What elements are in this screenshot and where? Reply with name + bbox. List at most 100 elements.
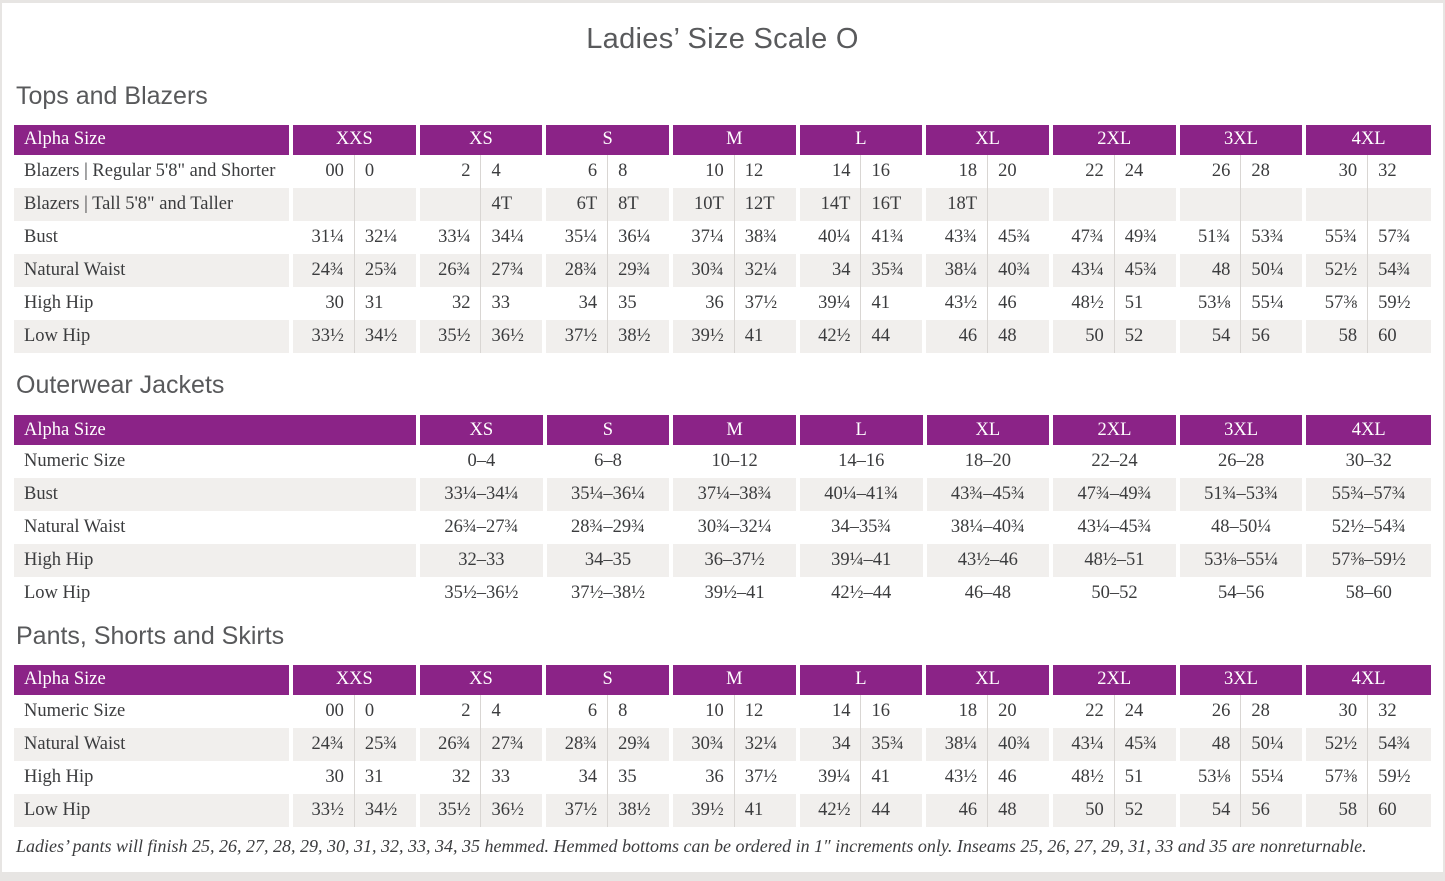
size-value-cell: 53¾ [1240,220,1305,254]
size-value-cell: 58 [1302,793,1368,827]
size-value-cell: 41¾ [860,220,925,254]
size-value-cell: 48½–51 [1049,544,1178,577]
size-value-cell [987,187,1051,221]
row-label: Bust [24,226,58,247]
table-row: Natural Waist 26¾–27¾ 28¾–29¾ 30¾–32¼ 34–35¾… [14,511,1431,544]
size-value-cell: 29¾ [607,727,671,761]
row-label: Blazers | Regular 5'8" and Shorter [24,160,276,181]
size-value-cell: 30 [288,760,355,794]
size-column-header-xl: XL [922,664,1051,695]
row-label: Low Hip [24,325,91,346]
section-pants-shorts-skirts: Pants, Shorts and Skirts Alpha Size XXS XS… [14,622,1431,827]
size-value-cell: 43¼ [1048,253,1115,287]
size-value-cell: 30¾ [668,253,735,287]
size-value-cell: 35½–36½ [416,577,545,610]
size-value-cell: 32 [415,286,481,320]
size-column-header-xxs: XXS [289,664,418,695]
size-value-cell: 48 [987,319,1051,353]
size-column-header-l: L [795,664,925,695]
size-value-cell: 37½ [542,793,608,827]
size-value-cell: 57⅜ [1302,760,1368,794]
size-value-cell: 28 [1240,694,1305,728]
size-value-cell: 51¾–53¾ [1175,478,1305,511]
section-title-tops-and-blazers: Tops and Blazers [16,82,208,110]
size-value-cell: 30¾ [668,727,735,761]
size-value-cell: 28¾ [542,727,608,761]
size-value-cell: 52½–54¾ [1302,511,1431,544]
size-value-cell: 30 [1302,154,1368,188]
size-value-cell: 53⅛ [1175,760,1241,794]
size-value-cell: 38¾ [733,220,798,254]
header-row: Alpha Size XXS XS S M L XL 2XL 3XL 4XL [14,664,1431,695]
size-value-cell: 44 [860,319,925,353]
size-value-cell: 35 [607,286,671,320]
section-outerwear-jackets: Outerwear Jackets Alpha Size XS S M L XL 2XL 3X… [14,371,1431,610]
size-value-cell: 33 [480,760,545,794]
size-value-cell: 39¼ [795,286,861,320]
size-value-cell: 52 [1113,793,1178,827]
size-value-cell: 14–16 [795,445,925,478]
size-value-cell: 22 [1048,694,1115,728]
size-value-cell: 49¾ [1113,220,1178,254]
size-value-cell: 34½ [353,319,418,353]
size-value-cell: 24¾ [288,253,355,287]
page-title: Ladies’ Size Scale O [586,23,859,55]
size-value-cell: 42½ [795,319,861,353]
size-value-cell: 54¾ [1367,727,1431,761]
size-value-cell: 8 [607,154,671,188]
size-value-cell [1175,187,1241,221]
size-value-cell: 35¼ [542,220,608,254]
size-value-cell: 36¼ [607,220,671,254]
row-label: High Hip [24,766,94,787]
size-value-cell: 37½ [733,286,798,320]
size-value-cell: 35¾ [860,727,925,761]
size-value-cell: 34 [795,253,861,287]
size-value-cell: 18–20 [922,445,1052,478]
table-row: Natural Waist 24¾ 25¾ 26¾ 27¾ 28¾ 29¾ 30¾ 32¼ 34 3… [14,253,1431,287]
size-value-cell: 33¼ [415,220,481,254]
size-value-cell: 40¾ [987,253,1051,287]
row-label: Blazers | Tall 5'8" and Taller [24,193,234,214]
table-row: Numeric Size 00 0 2 4 6 8 10 12 14 16 18 20 22 24 26 28 3… [14,694,1431,728]
size-value-cell: 14T [795,187,861,221]
size-value-cell: 38¼–40¾ [922,511,1052,544]
size-value-cell: 55¼ [1240,286,1305,320]
size-value-cell: 4 [480,694,545,728]
header-row: Alpha Size XS S M L XL 2XL 3XL 4XL [14,415,1431,445]
size-value-cell [288,187,355,221]
table-row: Blazers | Regular 5'8" and Shorter 00 0 2 4 6… [14,154,1431,188]
size-value-cell: 26¾ [415,253,481,287]
table-row: Low Hip 35½–36½ 37½–38½ 39½–41 42½–44 46–48 50… [14,577,1431,610]
section-title-pants-shorts-skirts: Pants, Shorts and Skirts [16,622,285,650]
alpha-size-header: Alpha Size [14,415,418,445]
size-value-cell: 28 [1240,154,1305,188]
size-value-cell: 55¾ [1302,220,1368,254]
size-value-cell: 10 [668,154,735,188]
size-value-cell: 31 [353,286,418,320]
size-value-cell: 59½ [1367,286,1431,320]
size-value-cell: 58–60 [1302,577,1431,610]
size-value-cell: 37½ [542,319,608,353]
footnote: Ladies’ pants will finish 25, 26, 27, 28… [16,835,1367,856]
size-value-cell: 45¾ [1113,727,1178,761]
size-value-cell: 47¾–49¾ [1049,478,1178,511]
size-value-cell: 50¼ [1240,727,1305,761]
size-value-cell: 34 [795,727,861,761]
size-value-cell: 40¼–41¾ [795,478,925,511]
size-value-cell: 55¾–57¾ [1302,478,1431,511]
size-value-cell: 37½–38½ [542,577,672,610]
row-label: Natural Waist [24,259,126,280]
size-value-cell: 26–28 [1175,445,1305,478]
size-value-cell: 32¼ [733,253,798,287]
size-value-cell: 10 [668,694,735,728]
size-column-header-xl: XL [922,415,1052,445]
row-label: High Hip [24,292,94,313]
size-value-cell: 25¾ [353,253,418,287]
size-column-header-m: M [669,415,798,445]
size-table: Alpha Size XXS XS S M L XL 2XL 3XL 4XL Numeric Siz… [14,664,1431,827]
size-value-cell: 60 [1367,319,1431,353]
size-value-cell: 18T [922,187,988,221]
alpha-size-header: Alpha Size [14,664,291,695]
size-value-cell: 33 [480,286,545,320]
size-column-header-l: L [795,124,925,155]
